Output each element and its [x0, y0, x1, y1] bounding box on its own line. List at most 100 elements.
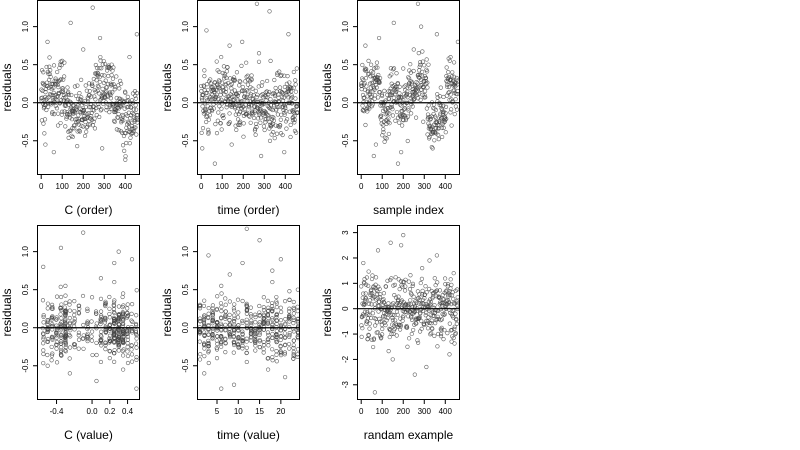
data-point	[401, 118, 406, 123]
data-point	[386, 131, 391, 137]
data-point	[131, 107, 136, 112]
data-point	[79, 77, 84, 82]
data-point	[257, 313, 262, 318]
x-tick-label: 0	[199, 182, 204, 191]
data-point	[232, 88, 237, 93]
data-point	[134, 288, 139, 293]
data-point	[393, 92, 398, 97]
data-point	[244, 336, 249, 341]
data-point	[56, 85, 61, 90]
data-point	[112, 359, 117, 364]
data-point	[430, 326, 435, 331]
data-point	[77, 128, 82, 133]
data-point	[363, 296, 369, 301]
data-point	[91, 119, 96, 124]
data-point	[261, 316, 266, 321]
data-point	[227, 43, 232, 48]
data-point	[442, 328, 447, 333]
data-point	[361, 77, 366, 82]
data-point	[93, 62, 98, 68]
y-axis-title: residuals	[320, 63, 334, 111]
data-point	[99, 314, 104, 320]
data-point	[59, 77, 64, 82]
data-point	[219, 339, 224, 344]
x-axis-title: C (value)	[64, 428, 113, 442]
y-tick-label: 1	[341, 281, 350, 286]
data-point	[381, 127, 386, 132]
data-point	[249, 320, 254, 326]
data-point	[262, 127, 267, 133]
data-point	[134, 345, 139, 350]
data-point	[95, 83, 100, 88]
data-point	[392, 313, 397, 318]
data-point	[116, 304, 122, 309]
data-point	[448, 54, 453, 60]
data-point	[415, 85, 420, 90]
data-point	[242, 88, 247, 93]
data-point	[440, 312, 445, 317]
data-point	[214, 338, 219, 343]
data-point	[98, 338, 104, 343]
data-point	[369, 337, 374, 342]
data-point	[134, 132, 139, 137]
data-point	[290, 118, 296, 123]
data-point	[55, 111, 61, 116]
data-point	[63, 328, 68, 333]
data-point	[240, 343, 245, 349]
data-point	[114, 95, 119, 101]
data-point	[121, 329, 126, 334]
data-point	[49, 353, 55, 358]
data-point	[205, 87, 211, 93]
data-point	[406, 106, 411, 111]
data-point	[226, 80, 231, 86]
data-point	[129, 328, 135, 334]
data-point	[360, 62, 365, 68]
data-point	[116, 111, 121, 117]
y-tick-label: 0	[341, 306, 350, 311]
data-point	[396, 277, 401, 282]
data-point	[98, 309, 104, 314]
points-group	[199, 1, 300, 166]
data-point	[385, 278, 390, 283]
data-point	[66, 135, 71, 141]
data-point	[74, 119, 79, 125]
data-point	[420, 69, 425, 74]
data-point	[420, 59, 425, 64]
data-point	[108, 96, 114, 101]
data-point	[408, 78, 413, 84]
data-point	[112, 298, 117, 303]
data-point	[270, 355, 275, 360]
data-point	[442, 276, 448, 281]
y-tick-label: 0.0	[181, 97, 190, 109]
data-point	[232, 313, 237, 318]
data-point	[114, 127, 119, 132]
data-point	[111, 335, 117, 341]
data-point	[211, 106, 216, 111]
data-point	[231, 78, 236, 83]
data-point	[392, 326, 397, 331]
data-point	[253, 320, 258, 325]
data-point	[277, 124, 282, 130]
data-point	[49, 316, 54, 321]
data-point	[93, 309, 99, 314]
data-point	[394, 333, 399, 338]
data-point	[428, 116, 434, 121]
data-point	[256, 51, 262, 56]
data-point	[236, 328, 241, 333]
data-point	[261, 305, 266, 310]
data-point	[274, 349, 279, 354]
data-point	[244, 60, 249, 65]
y-tick-label: -0.5	[181, 358, 190, 372]
data-point	[54, 342, 59, 347]
data-point	[274, 329, 279, 334]
data-point	[409, 111, 414, 116]
data-point	[376, 309, 381, 314]
data-point	[283, 375, 288, 380]
data-point	[363, 291, 368, 296]
data-point	[245, 82, 251, 87]
data-point	[427, 124, 433, 129]
data-point	[54, 335, 59, 340]
data-point	[391, 20, 396, 25]
data-point	[69, 133, 74, 138]
data-point	[45, 39, 50, 44]
